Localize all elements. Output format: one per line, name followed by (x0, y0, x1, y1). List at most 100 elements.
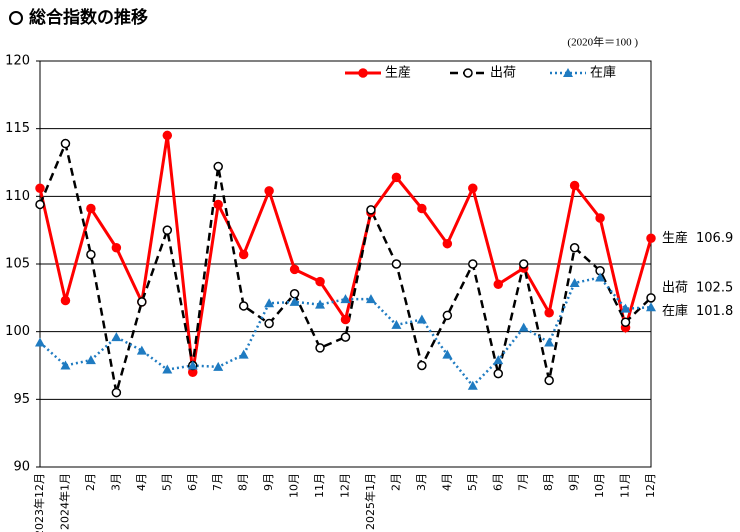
end-label-name: 生産 (662, 230, 688, 246)
data-point (289, 264, 300, 275)
data-point (417, 203, 427, 214)
y-tick-label: 115 (5, 121, 30, 136)
x-tick-label: 3月 (109, 473, 122, 491)
data-point (85, 355, 96, 365)
x-tick-label: 6月 (491, 473, 504, 491)
data-point (111, 243, 122, 253)
x-tick-label: 12月 (644, 473, 657, 498)
data-point (493, 368, 503, 379)
plot-border (39, 60, 652, 468)
y-tick-label: 110 (5, 189, 30, 204)
x-tick-label: 11月 (313, 473, 326, 498)
legend-marker (563, 68, 573, 77)
data-point (416, 314, 427, 324)
y-tick-label: 100 (5, 324, 30, 339)
legend-item: 出荷 (450, 66, 516, 81)
data-point (213, 161, 223, 172)
x-tick-label: 4月 (440, 473, 453, 491)
y-tick-label: 95 (13, 392, 30, 407)
data-point (35, 183, 45, 193)
legend-item: 在庫 (550, 66, 616, 81)
x-tick-label: 4月 (135, 473, 148, 491)
data-point (60, 138, 71, 149)
legend-label: 出荷 (490, 66, 516, 81)
y-tick-label: 90 (13, 460, 30, 475)
data-point (595, 272, 606, 282)
legend-marker (463, 68, 473, 78)
data-point (366, 205, 376, 215)
x-tick-label: 5月 (466, 473, 479, 491)
x-tick-label: 2月 (84, 473, 97, 491)
data-point (264, 318, 274, 329)
legend-label: 生産 (385, 65, 411, 81)
data-point (111, 332, 122, 342)
x-tick-label: 10月 (288, 473, 301, 498)
data-point (35, 199, 45, 210)
end-label-name: 出荷 (662, 280, 688, 295)
data-point (340, 314, 351, 325)
data-point (468, 183, 478, 193)
end-label-value: 101.8 (696, 304, 733, 319)
data-point (569, 180, 580, 191)
data-point (391, 172, 402, 183)
data-point (137, 297, 147, 307)
data-point (315, 343, 325, 353)
x-tick-label: 7月 (517, 473, 530, 491)
data-point (468, 259, 478, 269)
data-point (417, 360, 427, 371)
data-point (238, 349, 249, 359)
chart-title: 総合指数の推移 (29, 7, 148, 28)
x-tick-label: 2024年1月 (57, 473, 71, 530)
data-point (646, 302, 656, 312)
x-tick-label: 3月 (415, 473, 428, 491)
data-point (493, 279, 503, 290)
data-point (569, 277, 580, 287)
x-tick-label: 7月 (211, 473, 224, 491)
data-point (467, 380, 478, 390)
data-point (187, 360, 198, 370)
end-label-value: 102.5 (696, 280, 733, 295)
x-tick-label: 2023年12月 (32, 473, 46, 532)
data-point (86, 249, 96, 260)
end-label-value: 106.9 (696, 231, 733, 246)
x-tick-label: 2月 (389, 473, 402, 491)
end-label-name: 在庫 (662, 304, 688, 319)
legend-marker (358, 68, 368, 78)
data-point (86, 203, 96, 214)
x-tick-label: 9月 (568, 473, 581, 491)
x-tick-label: 8月 (237, 473, 250, 491)
data-point (442, 310, 453, 321)
data-point (111, 387, 122, 398)
data-point (60, 295, 71, 306)
data-point (442, 349, 453, 359)
data-point (544, 375, 554, 386)
data-point (442, 238, 453, 249)
data-point (60, 360, 71, 370)
data-point (391, 319, 402, 329)
data-point (544, 307, 554, 318)
title-icon (9, 11, 23, 25)
data-point (213, 199, 223, 210)
data-point (289, 296, 300, 306)
data-point (620, 317, 631, 327)
data-point (646, 233, 656, 244)
data-point (518, 259, 529, 269)
x-tick-label: 8月 (542, 473, 555, 491)
data-point (340, 294, 351, 304)
data-point (162, 364, 173, 374)
data-point (620, 303, 631, 313)
data-point (365, 294, 376, 304)
chart-subtitle: (2020年＝100 ) (567, 35, 638, 49)
x-tick-label: 5月 (160, 473, 173, 491)
x-tick-label: 12月 (339, 473, 352, 498)
legend-label: 在庫 (590, 66, 616, 81)
x-tick-label: 2025年1月 (363, 473, 377, 530)
data-point (35, 337, 45, 347)
data-point (391, 259, 402, 269)
data-point (238, 301, 249, 311)
legend-item: 生産 (345, 65, 411, 81)
data-point (136, 345, 147, 355)
data-point (162, 130, 173, 141)
x-tick-label: 9月 (262, 473, 275, 491)
